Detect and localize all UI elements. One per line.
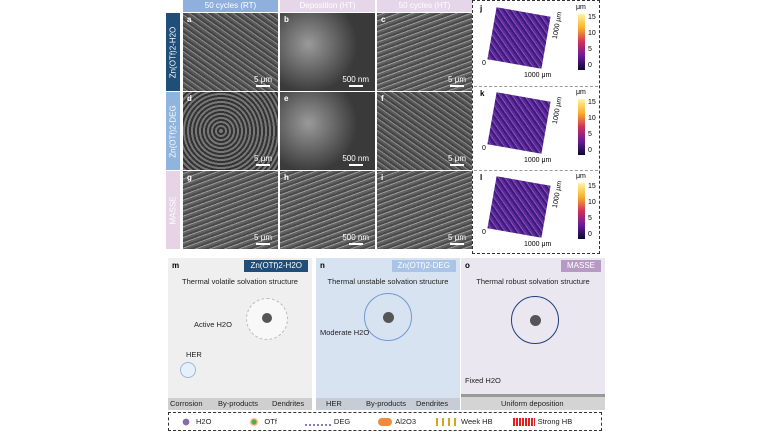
tag: Zn(OTf)2-H2O bbox=[244, 260, 308, 272]
colorbar bbox=[578, 183, 585, 239]
sem-image-e: e 500 nm bbox=[280, 92, 375, 170]
row-label: Zn(OTf)2-H2O bbox=[166, 13, 180, 91]
legend-item: Week HB bbox=[436, 417, 493, 426]
row-label: Zn(OTf)2-DEG bbox=[166, 92, 180, 170]
scale-bar: 5 μm bbox=[448, 154, 466, 166]
sem-image-d: d 5 μm bbox=[183, 92, 278, 170]
colorbar bbox=[578, 14, 585, 70]
height-map bbox=[487, 176, 551, 238]
colorbar bbox=[578, 99, 585, 155]
sem-image-c: c 5 μm bbox=[377, 13, 472, 91]
colorbar-tick: 10 bbox=[588, 199, 596, 206]
panel-label: a bbox=[187, 15, 192, 24]
sem-image-f: f 5 μm bbox=[377, 92, 472, 170]
legend-item: Al2O3 bbox=[378, 417, 416, 426]
tag: MASSE bbox=[560, 260, 601, 272]
colorbar-tick: 5 bbox=[588, 46, 592, 53]
sem-image-i: i 5 μm bbox=[377, 171, 472, 249]
scale-bar: 500 nm bbox=[342, 75, 369, 87]
zn-ion bbox=[262, 313, 272, 323]
column-header: 50 cycles (HT) bbox=[377, 0, 472, 12]
legend-item: DEG bbox=[304, 417, 350, 426]
solvation-sphere bbox=[364, 293, 412, 341]
al2o3-icon bbox=[378, 418, 393, 426]
schematic-n: n Zn(OTf)2-DEG Thermal unstable solvatio… bbox=[316, 258, 460, 410]
height-map bbox=[487, 7, 551, 69]
afm-panel-border bbox=[472, 0, 600, 254]
panel-label: g bbox=[187, 173, 192, 182]
scale-bar: 5 μm bbox=[448, 233, 466, 245]
otf-icon bbox=[247, 418, 262, 426]
colorbar-tick: 0 bbox=[588, 62, 592, 69]
schematic-o: o MASSE Thermal robust solvation structu… bbox=[461, 258, 605, 410]
scale-bar: 5 μm bbox=[254, 233, 272, 245]
legend: H2O OTf DEG Al2O3 Week HB Strong HB bbox=[168, 412, 602, 431]
solvation-sphere bbox=[511, 296, 559, 344]
bubble bbox=[180, 362, 196, 378]
row-label: MASSE bbox=[166, 171, 180, 249]
legend-item: H2O bbox=[179, 417, 211, 426]
sem-image-h: h 500 nm bbox=[280, 171, 375, 249]
sem-image-a: a 5 μm bbox=[183, 13, 278, 91]
h2o-icon bbox=[179, 418, 193, 426]
colorbar-tick: 15 bbox=[588, 99, 596, 106]
column-header: 50 cycles (RT) bbox=[183, 0, 278, 12]
scale-bar: 5 μm bbox=[254, 154, 272, 166]
zn-ion bbox=[383, 312, 394, 323]
scale-bar: 5 μm bbox=[448, 75, 466, 87]
colorbar-tick: 15 bbox=[588, 14, 596, 21]
colorbar-tick: 0 bbox=[588, 231, 592, 238]
scale-bar: 5 μm bbox=[254, 75, 272, 87]
weak-hb-icon bbox=[436, 418, 459, 426]
height-map bbox=[487, 92, 551, 154]
afm-map-l: l μm 15 10 5 0 0 1000 μm 1000 μm bbox=[474, 170, 598, 252]
scale-bar: 500 nm bbox=[342, 154, 369, 166]
panel-label: c bbox=[381, 15, 386, 24]
afm-map-k: k μm 15 10 5 0 0 1000 μm 1000 μm bbox=[474, 86, 598, 168]
sem-image-g: g 5 μm bbox=[183, 171, 278, 249]
panel-label: i bbox=[381, 173, 384, 182]
deg-icon bbox=[304, 418, 331, 426]
column-header: Deposition (HT) bbox=[280, 0, 375, 12]
colorbar-tick: 5 bbox=[588, 215, 592, 222]
zn-ion bbox=[530, 315, 541, 326]
panel-label: b bbox=[284, 15, 289, 24]
tag: Zn(OTf)2-DEG bbox=[391, 260, 456, 272]
panel-label: h bbox=[284, 173, 289, 182]
colorbar-tick: 5 bbox=[588, 131, 592, 138]
solvation-sphere bbox=[246, 298, 288, 340]
colorbar-tick: 10 bbox=[588, 115, 596, 122]
legend-item: Strong HB bbox=[512, 417, 572, 426]
panel-label: e bbox=[284, 94, 289, 103]
sem-image-b: b 500 nm bbox=[280, 13, 375, 91]
colorbar-tick: 0 bbox=[588, 147, 592, 154]
panel-label: d bbox=[187, 94, 192, 103]
strong-hb-icon bbox=[512, 418, 535, 426]
colorbar-tick: 10 bbox=[588, 30, 596, 37]
schematic-m: m Zn(OTf)2-H2O Thermal volatile solvatio… bbox=[168, 258, 312, 410]
colorbar-tick: 15 bbox=[588, 183, 596, 190]
panel-label: f bbox=[381, 94, 384, 103]
legend-item: OTf bbox=[247, 417, 277, 426]
afm-map-j: j μm 15 10 5 0 0 1000 μm 1000 μm bbox=[480, 4, 596, 79]
scale-bar: 500 nm bbox=[342, 233, 369, 245]
